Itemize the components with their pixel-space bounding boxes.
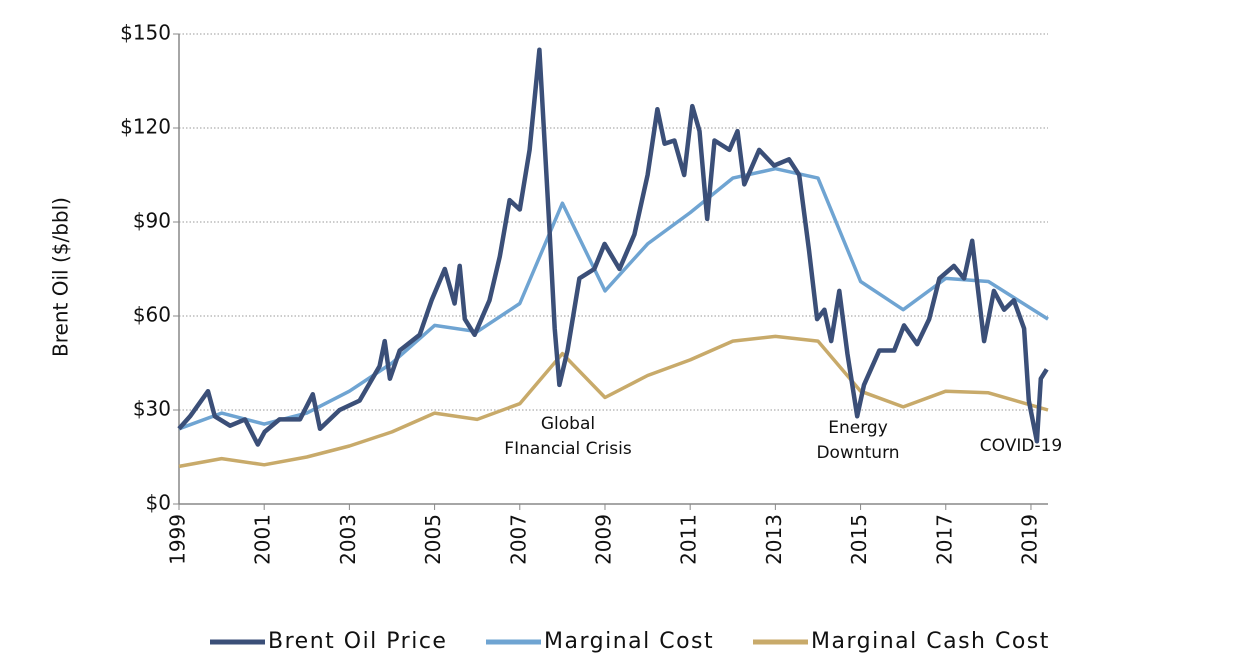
legend-label: Marginal Cost — [544, 629, 714, 654]
legend-label: Marginal Cash Cost — [811, 629, 1050, 654]
annotation: FInancial Crisis — [504, 439, 632, 459]
x-tick-label: 2015 — [847, 514, 871, 565]
annotation: Downturn — [816, 443, 899, 463]
x-tick-label: 2007 — [506, 514, 530, 565]
y-tick-label: $90 — [133, 209, 171, 233]
y-axis-title: Brent Oil ($/bbl) — [49, 197, 73, 357]
series-line — [178, 334, 1049, 469]
y-tick-label: $30 — [133, 397, 171, 421]
series-line — [178, 166, 1049, 431]
x-tick-label: 2013 — [762, 514, 786, 565]
annotation: COVID-19 — [980, 436, 1062, 456]
series-line — [177, 47, 1049, 447]
legend-label: Brent Oil Price — [268, 629, 447, 654]
y-tick-label: $0 — [146, 491, 171, 515]
x-tick-label: 2011 — [677, 514, 701, 565]
y-tick-label: $120 — [120, 115, 171, 139]
x-tick-label: 2003 — [336, 514, 360, 565]
y-tick-label: $150 — [120, 21, 171, 45]
x-tick-label: 2009 — [591, 514, 615, 565]
x-tick-label: 2005 — [421, 514, 445, 565]
y-tick-label: $60 — [133, 303, 171, 327]
x-tick-label: 2001 — [251, 514, 275, 565]
x-tick-label: 2019 — [1017, 514, 1041, 565]
annotation: Global — [541, 414, 595, 434]
x-tick-label: 1999 — [166, 514, 190, 565]
annotation: Energy — [828, 418, 888, 438]
x-tick-label: 2017 — [932, 514, 956, 565]
